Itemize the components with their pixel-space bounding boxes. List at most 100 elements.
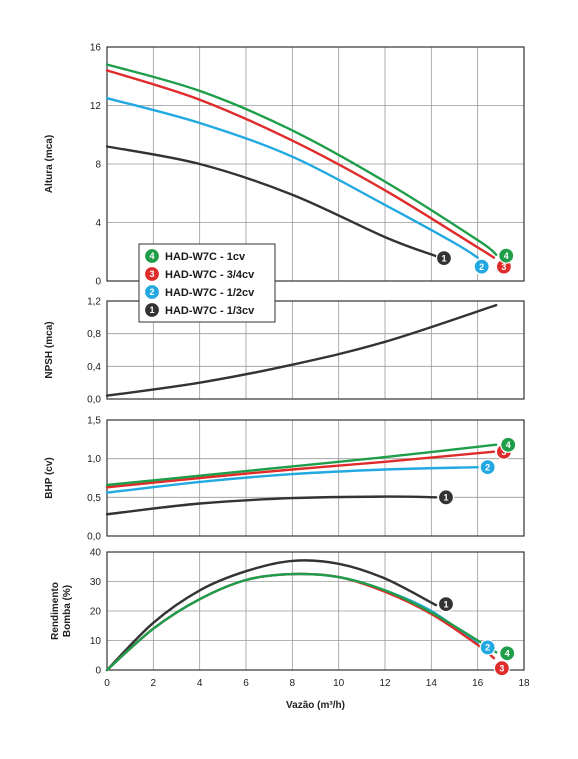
series-badge-bhp-1: 1 bbox=[437, 489, 455, 506]
y-tick-label: 0,4 bbox=[87, 362, 101, 373]
legend-badge-3-number: 3 bbox=[149, 269, 154, 279]
series-badge-bhp-4-circle bbox=[500, 436, 517, 453]
series-badge-rendimento-4-number: 4 bbox=[505, 649, 510, 659]
legend-entry-2: 2 HAD-W7C - 1/2cv bbox=[143, 283, 255, 301]
y-tick-label: 0,0 bbox=[87, 395, 101, 406]
legend-entry-4: 4 HAD-W7C - 1cv bbox=[143, 247, 246, 265]
x-tick-label: 16 bbox=[472, 678, 484, 689]
y-tick-label: 4 bbox=[95, 218, 101, 229]
legend-badge-1: 1 bbox=[143, 301, 161, 319]
series-line-altura-4 bbox=[105, 63, 498, 256]
series-line-bhp-2 bbox=[105, 466, 479, 494]
series-badge-rendimento-3: 3 bbox=[493, 660, 510, 677]
series-badge-altura-1: 1 bbox=[435, 250, 453, 267]
legend-badge-4-number: 4 bbox=[149, 251, 154, 261]
series-badge-bhp-3-number: 3 bbox=[501, 447, 506, 457]
plot-frame-altura bbox=[106, 46, 525, 282]
y-tick-label: 1,5 bbox=[87, 416, 101, 427]
legend: 4 HAD-W7C - 1cv 3 HAD-W7C - 3/4cv 2 HAD-W7C -… bbox=[138, 243, 276, 323]
legend-badge-1-circle bbox=[143, 301, 161, 319]
y-tick-label: 40 bbox=[90, 548, 102, 559]
plot-frame-bhp bbox=[106, 419, 525, 537]
y-tick-label: 30 bbox=[90, 577, 102, 588]
x-tick-label: 12 bbox=[379, 678, 391, 689]
series-badge-rendimento-2-number: 2 bbox=[485, 643, 490, 653]
series-line-rendimento-4 bbox=[105, 572, 498, 672]
x-tick-label: 8 bbox=[290, 678, 296, 689]
y-tick-label: 1,2 bbox=[87, 297, 101, 308]
series-badge-rendimento-4-circle bbox=[499, 645, 516, 662]
series-line-npsh bbox=[105, 303, 498, 397]
legend-badge-3: 3 bbox=[143, 265, 161, 283]
series-badge-altura-3-number: 3 bbox=[501, 262, 506, 272]
x-axis-label: Vazão (m³/h) bbox=[286, 700, 345, 711]
series-line-bhp-1 bbox=[105, 495, 438, 516]
series-line-rendimento-1 bbox=[105, 559, 438, 672]
series-line-altura-2 bbox=[105, 97, 479, 259]
y-tick-label: 8 bbox=[95, 160, 101, 171]
series-badge-bhp-1-circle bbox=[437, 489, 455, 506]
legend-entry-3: 3 HAD-W7C - 3/4cv bbox=[143, 265, 255, 283]
series-badge-bhp-4: 4 bbox=[500, 436, 517, 453]
series-badge-bhp-2: 2 bbox=[479, 459, 496, 476]
series-badge-rendimento-1: 1 bbox=[437, 595, 455, 613]
plot-frame-rendimento bbox=[106, 551, 525, 671]
series-badge-altura-4-circle bbox=[498, 247, 515, 264]
y-axis-label-rendimento-line: Rendimento bbox=[50, 582, 61, 640]
series-badge-rendimento-2: 2 bbox=[479, 639, 496, 656]
series-badge-bhp-2-circle bbox=[479, 459, 496, 476]
y-tick-label: 16 bbox=[90, 43, 102, 54]
series-badge-bhp-4-number: 4 bbox=[506, 440, 511, 450]
legend-badge-4-circle bbox=[143, 247, 161, 265]
x-tick-label: 4 bbox=[197, 678, 203, 689]
series-line-altura-1 bbox=[105, 145, 438, 258]
series-badge-rendimento-2-circle bbox=[479, 639, 496, 656]
series-badge-bhp-2-number: 2 bbox=[485, 462, 490, 472]
series-badge-rendimento-3-number: 3 bbox=[499, 663, 504, 673]
y-tick-label: 20 bbox=[90, 607, 102, 618]
series-badge-rendimento-4: 4 bbox=[499, 645, 516, 662]
series-badge-altura-4: 4 bbox=[498, 247, 515, 264]
y-tick-label: 0 bbox=[95, 666, 101, 677]
series-line-bhp-4 bbox=[105, 443, 498, 487]
series-badge-rendimento-1-number: 1 bbox=[443, 599, 448, 609]
legend-badge-1-number: 1 bbox=[149, 305, 154, 315]
y-axis-label-altura: Altura (mca) bbox=[44, 135, 55, 193]
series-badge-rendimento-3-circle bbox=[493, 660, 510, 677]
legend-label-4: HAD-W7C - 1cv bbox=[165, 251, 246, 263]
x-tick-label: 18 bbox=[518, 678, 530, 689]
series-badge-altura-4-number: 4 bbox=[504, 251, 509, 261]
series-badge-altura-1-circle bbox=[435, 250, 453, 267]
y-tick-label: 0,5 bbox=[87, 493, 101, 504]
legend-label-1: HAD-W7C - 1/3cv bbox=[165, 305, 255, 317]
series-line-bhp-3 bbox=[105, 450, 496, 489]
y-tick-label: 0,0 bbox=[87, 532, 101, 543]
y-tick-label: 0,8 bbox=[87, 329, 101, 340]
legend-badge-4: 4 bbox=[143, 247, 161, 265]
series-badge-altura-2-circle bbox=[473, 258, 490, 275]
y-axis-label-rendimento: RendimentoBomba (%) bbox=[50, 582, 73, 640]
legend-box bbox=[138, 243, 276, 323]
x-tick-label: 10 bbox=[333, 678, 345, 689]
series-line-altura-3 bbox=[105, 69, 496, 259]
series-badge-altura-1-number: 1 bbox=[441, 253, 446, 263]
y-tick-label: 12 bbox=[90, 101, 102, 112]
legend-badge-3-circle bbox=[143, 265, 161, 283]
legend-label-2: HAD-W7C - 1/2cv bbox=[165, 287, 255, 299]
legend-entry-1: 1 HAD-W7C - 1/3cv bbox=[143, 301, 255, 319]
y-tick-label: 10 bbox=[90, 636, 102, 647]
legend-badge-2-number: 2 bbox=[149, 287, 154, 297]
series-badge-bhp-1-number: 1 bbox=[443, 493, 448, 503]
y-axis-label-rendimento-line: Bomba (%) bbox=[62, 585, 73, 637]
legend-badge-2: 2 bbox=[143, 283, 161, 301]
panel-npsh: 0,0 0,4 0,8 1,2 NPSH (mca) bbox=[44, 297, 525, 406]
x-tick-label: 14 bbox=[426, 678, 438, 689]
series-badge-altura-2-number: 2 bbox=[479, 262, 484, 272]
x-tick-label: 2 bbox=[151, 678, 157, 689]
y-axis-label-npsh: NPSH (mca) bbox=[44, 321, 55, 378]
y-axis-label-bhp: BHP (cv) bbox=[44, 457, 55, 499]
y-tick-label: 1,0 bbox=[87, 454, 101, 465]
